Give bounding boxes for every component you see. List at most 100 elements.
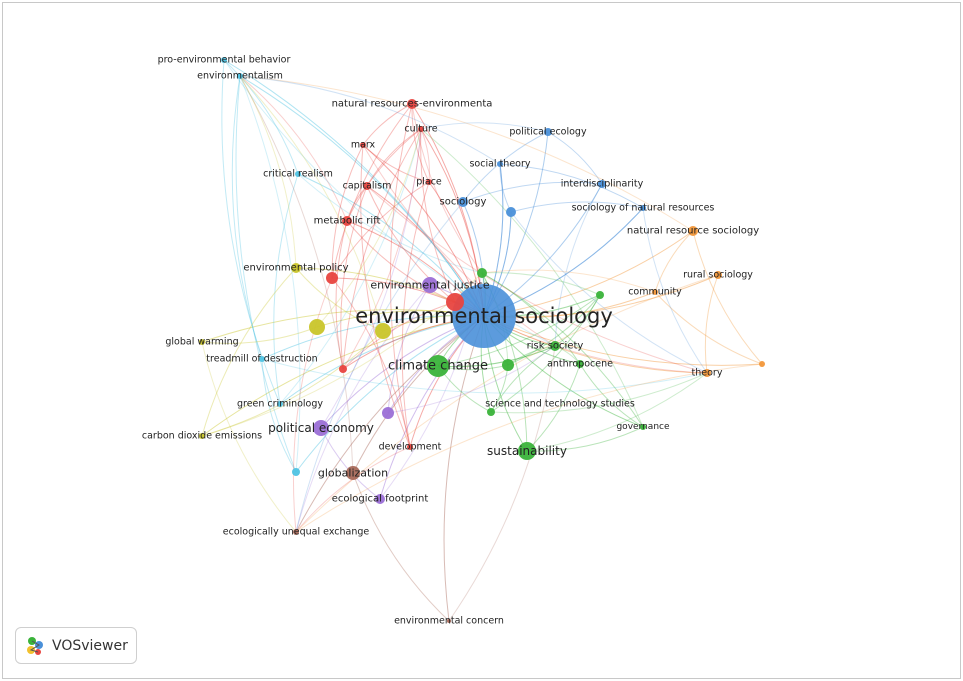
- node-governance[interactable]: [640, 424, 646, 430]
- node-environmental-sociology[interactable]: [452, 284, 516, 348]
- label-pro-environmental-behavior[interactable]: pro-environmental behavior: [158, 55, 291, 66]
- label-environmentalism[interactable]: environmentalism: [197, 71, 283, 82]
- label-green-criminology[interactable]: green criminology: [237, 399, 323, 410]
- node-green-criminology[interactable]: [277, 401, 283, 407]
- node-ecologically-unequal-exchange[interactable]: [293, 529, 299, 535]
- node-ecological-footprint[interactable]: [375, 494, 385, 504]
- node-community[interactable]: [652, 289, 658, 295]
- label-theory[interactable]: theory: [692, 368, 723, 379]
- node-place[interactable]: [426, 179, 432, 185]
- node-environmentalism[interactable]: [237, 73, 243, 79]
- node-development[interactable]: [407, 444, 413, 450]
- label-sociology-of-natural-resources[interactable]: sociology of natural resources: [572, 203, 715, 214]
- node-sociology-of-natural-resources[interactable]: [640, 205, 646, 211]
- label-capitalism[interactable]: capitalism: [343, 181, 392, 192]
- label-ecological-footprint[interactable]: ecological footprint: [332, 494, 429, 505]
- node-risk-society[interactable]: [550, 341, 560, 351]
- node-marx[interactable]: [360, 142, 366, 148]
- node-global-warming[interactable]: [199, 339, 205, 345]
- node-critical-realism[interactable]: [295, 171, 301, 177]
- node-unlabeled[interactable]: [477, 268, 487, 278]
- label-natural-resource-sociology[interactable]: natural resource sociology: [627, 226, 759, 237]
- node-metabolic-rift[interactable]: [342, 216, 352, 226]
- label-marx[interactable]: marx: [351, 140, 376, 151]
- node-environmental-policy[interactable]: [291, 263, 301, 273]
- node-unlabeled[interactable]: [375, 323, 391, 339]
- label-ecologically-unequal-exchange[interactable]: ecologically unequal exchange: [223, 527, 370, 538]
- network-link: [692, 230, 763, 365]
- node-sustainability[interactable]: [518, 442, 536, 460]
- label-environmental-concern[interactable]: environmental concern: [394, 616, 504, 627]
- label-development[interactable]: development: [379, 442, 442, 453]
- label-carbon-dioxide-emissions[interactable]: carbon dioxide emissions: [142, 431, 262, 442]
- label-climate-change[interactable]: climate change: [388, 359, 488, 374]
- label-rural-sociology[interactable]: rural sociology: [683, 270, 753, 281]
- node-unlabeled[interactable]: [326, 272, 338, 284]
- node-anthropocene[interactable]: [576, 360, 584, 368]
- label-sustainability[interactable]: sustainability: [487, 444, 567, 458]
- node-social-theory[interactable]: [497, 161, 503, 167]
- node-unlabeled[interactable]: [502, 359, 514, 371]
- label-political-economy[interactable]: political economy: [268, 421, 374, 435]
- node-rural-sociology[interactable]: [714, 271, 722, 279]
- network-link: [320, 427, 381, 500]
- node-science-and-technology-studies[interactable]: [487, 408, 495, 416]
- node-theory[interactable]: [703, 369, 711, 377]
- node-natural-resources-environmenta[interactable]: [407, 99, 417, 109]
- label-political-ecology[interactable]: political ecology: [509, 127, 587, 138]
- node-unlabeled[interactable]: [596, 291, 604, 299]
- node-carbon-dioxide-emissions[interactable]: [199, 433, 205, 439]
- node-unlabeled[interactable]: [446, 293, 464, 311]
- label-culture[interactable]: culture: [404, 124, 437, 135]
- node-unlabeled[interactable]: [292, 468, 300, 476]
- label-globalization[interactable]: globalization: [318, 467, 388, 480]
- node-political-ecology[interactable]: [544, 128, 552, 136]
- label-treadmill-of-destruction[interactable]: treadmill of destruction: [206, 354, 317, 365]
- node-unlabeled[interactable]: [759, 361, 765, 367]
- network-link: [331, 277, 411, 448]
- label-science-and-technology-studies[interactable]: science and technology studies: [485, 399, 635, 410]
- node-unlabeled[interactable]: [506, 207, 516, 217]
- label-critical-realism[interactable]: critical realism: [263, 169, 333, 180]
- label-anthropocene[interactable]: anthropocene: [547, 359, 613, 370]
- node-sociology[interactable]: [458, 197, 468, 207]
- node-pro-environmental-behavior[interactable]: [221, 57, 227, 63]
- node-unlabeled[interactable]: [339, 365, 347, 373]
- network-link: [360, 144, 411, 448]
- label-environmental-policy[interactable]: environmental policy: [243, 263, 348, 274]
- label-social-theory[interactable]: social theory: [469, 159, 530, 170]
- node-globalization[interactable]: [346, 466, 360, 480]
- network-link: [239, 75, 485, 317]
- label-natural-resources-environmenta[interactable]: natural resources-environmenta: [332, 99, 493, 110]
- node-capitalism[interactable]: [363, 182, 371, 190]
- network-link: [654, 291, 763, 365]
- label-risk-society[interactable]: risk society: [527, 341, 584, 352]
- label-interdisciplinarity[interactable]: interdisciplinarity: [561, 179, 644, 190]
- network-link: [239, 75, 348, 222]
- node-culture[interactable]: [418, 126, 424, 132]
- label-place[interactable]: place: [416, 177, 442, 188]
- network-link: [335, 220, 348, 370]
- label-community[interactable]: community: [628, 287, 682, 298]
- node-political-economy[interactable]: [313, 420, 329, 436]
- node-interdisciplinarity[interactable]: [598, 180, 606, 188]
- node-unlabeled[interactable]: [309, 319, 325, 335]
- network-link: [420, 128, 644, 428]
- label-environmental-justice[interactable]: environmental justice: [370, 279, 490, 292]
- network-link: [483, 315, 763, 366]
- node-treadmill-of-destruction[interactable]: [259, 356, 265, 362]
- label-environmental-sociology[interactable]: environmental sociology: [355, 304, 613, 328]
- network-link: [261, 358, 708, 394]
- node-natural-resource-sociology[interactable]: [688, 226, 698, 236]
- network-link: [297, 173, 483, 274]
- node-unlabeled[interactable]: [382, 407, 394, 419]
- label-metabolic-rift[interactable]: metabolic rift: [314, 216, 381, 227]
- label-sociology[interactable]: sociology: [440, 197, 487, 208]
- network-link: [387, 345, 556, 414]
- node-environmental-concern[interactable]: [447, 619, 451, 623]
- label-global-warming[interactable]: global warming: [165, 337, 238, 348]
- node-environmental-justice[interactable]: [422, 277, 438, 293]
- node-climate-change[interactable]: [427, 355, 449, 377]
- label-governance[interactable]: governance: [616, 422, 669, 432]
